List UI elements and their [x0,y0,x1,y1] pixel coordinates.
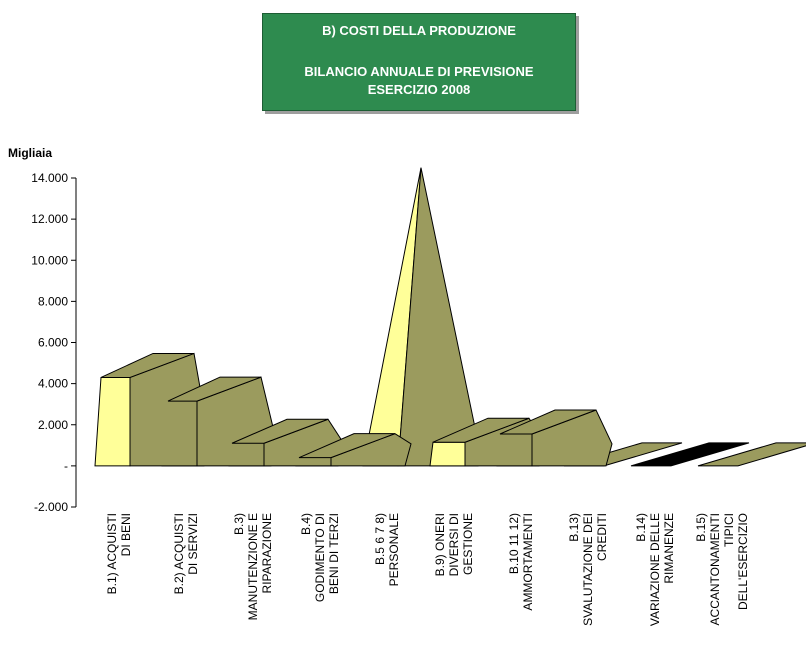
y-tick-label: 14.000 [31,171,68,185]
y-tick-label: 8.000 [38,294,68,308]
x-tick-label: B.5 6 7 8)PERSONALE [373,513,401,586]
y-tick-label: - [64,459,68,473]
x-tick-label-line: B.14) [634,513,648,542]
chart-title-box: B) COSTI DELLA PRODUZIONE BILANCIO ANNUA… [262,13,576,111]
chart-subtitle-year: ESERCIZIO 2008 [367,82,471,97]
x-tick-label: B.14)VARIAZIONE DELLERIMANENZE [634,513,676,626]
bar-side-face [531,409,613,467]
x-tick-label-line: SVALUTAZIONE DEI [581,513,595,626]
x-tick-label-line: B.2) ACQUISTI [172,513,186,594]
y-tick-label: 4.000 [38,377,68,391]
y-axis: 14.000 12.000 10.000 8.000 6.000 4.000 2.000 - -… [31,171,77,514]
chart-subtitle: BILANCIO ANNUALE DI PREVISIONE [304,64,534,79]
bar-peak-side [397,167,479,467]
x-tick-label-line: B.15) [694,513,708,542]
bar-top-face [167,376,262,402]
x-tick-label-line: B.3) [232,513,246,535]
x-tick-label-line: B.9) ONERI [433,513,447,576]
bar [362,167,479,467]
bar-top-face [231,418,329,444]
y-axis-title: Migliaia [8,146,52,160]
bar-flat-slab [630,442,750,467]
bars [94,167,806,467]
x-tick-label: B.15)ACCANTONAMENTITIPICIDELL'ESERCIZIO [694,513,750,625]
y-tick-label: 10.000 [31,253,68,267]
chart-title: B) COSTI DELLA PRODUZIONE [322,23,516,38]
bar-top-face [499,409,597,435]
x-tick-label: B.1) ACQUISTIDI BENI [105,513,133,594]
x-tick-label: B.3)MANUTENZIONE ERIPARAZIONE [232,513,274,620]
x-tick-label: B.4)GODIMENTO DIBENI DI TERZI [299,513,341,602]
bar [630,442,750,467]
bar-top-face [298,433,396,459]
x-tick-label-line: RIPARAZIONE [260,513,274,593]
x-tick-label-line: B.10 11 12) [507,513,521,574]
y-tick-label: 12.000 [31,212,68,226]
x-tick-label-line: B.4) [299,513,313,535]
x-tick-label-line: B.13) [567,513,581,542]
bar [697,442,806,467]
y-tick-label: -2.000 [34,500,68,514]
x-tick-label-line: B.1) ACQUISTI [105,513,119,594]
x-tick-label-line: BENI DI TERZI [327,513,341,594]
bar-extrusion [100,352,211,467]
x-tick-label: B.13)SVALUTAZIONE DEICREDITI [567,513,609,626]
x-tick-label-line: DELL'ESERCIZIO [736,513,750,610]
x-tick-label: B.2) ACQUISTIDI SERVIZI [172,513,200,594]
bar-top-face [100,352,195,378]
x-tick-label-line: MANUTENZIONE E [246,513,260,620]
x-tick-label-line: TIPICI [722,513,736,547]
x-tick-label-line: DI SERVIZI [186,513,200,575]
y-tick-label: 6.000 [38,336,68,350]
bar-extrusion [298,433,412,467]
y-tick-label: 2.000 [38,418,68,432]
x-tick-label-line: RIMANENZE [662,513,676,584]
bar [429,441,466,467]
x-tick-label-line: ACCANTONAMENTI [708,513,722,625]
x-axis-labels: B.1) ACQUISTIDI BENI B.2) ACQUISTIDI SERV… [105,513,750,626]
x-tick-label: B.9) ONERIDIVERSI DIGESTIONE [433,513,475,576]
bar-top-face [432,417,530,443]
bar-front-face [94,376,131,467]
x-tick-label-line: DI BENI [119,513,133,556]
x-tick-label-line: CREDITI [595,513,609,561]
x-tick-label-line: PERSONALE [387,513,401,586]
x-tick-label-line: GESTIONE [461,513,475,575]
x-tick-label-line: DIVERSI DI [447,513,461,576]
x-tick-label-line: GODIMENTO DI [313,513,327,602]
x-tick-label-line: VARIAZIONE DELLE [648,513,662,626]
x-tick-label-line: B.5 6 7 8) [373,513,387,565]
bar [94,376,131,467]
x-tick-label: B.10 11 12)AMMORTAMENTI [507,513,535,611]
bar-flat-slab [697,442,806,467]
bar-extrusion [499,409,613,467]
x-tick-label-line: AMMORTAMENTI [521,513,535,611]
bar-side-face [330,433,412,467]
bar-front-face [429,441,466,467]
